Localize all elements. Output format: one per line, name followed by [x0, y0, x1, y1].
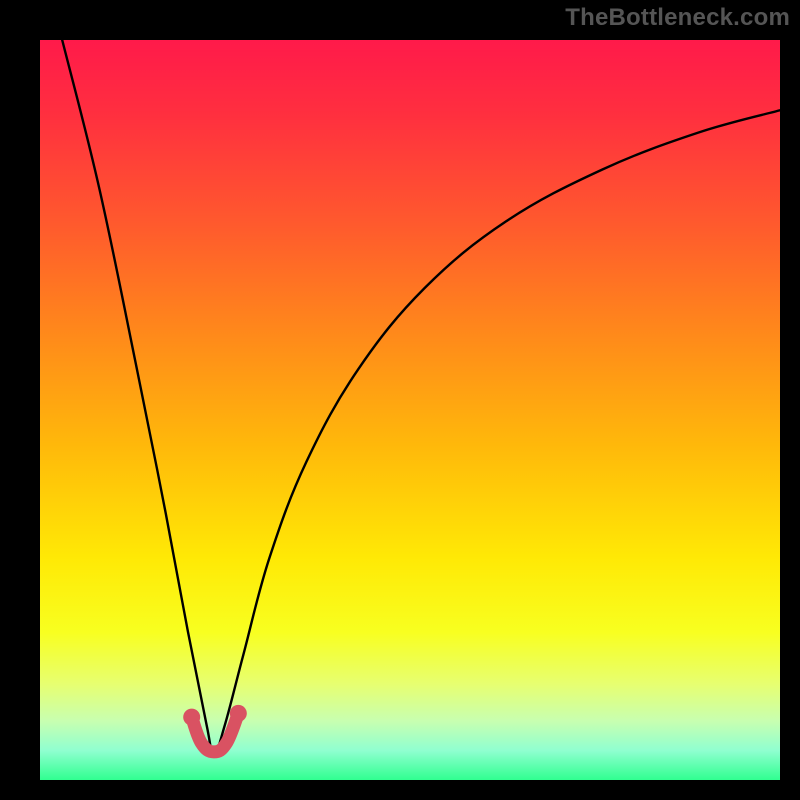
- chart-stage: TheBottleneck.com: [0, 0, 800, 800]
- valley-highlight-dot-1: [230, 705, 247, 722]
- valley-highlight-dot-0: [183, 709, 200, 726]
- bottleneck-chart: [0, 0, 800, 800]
- watermark-text: TheBottleneck.com: [565, 4, 790, 32]
- plot-area: [40, 40, 780, 780]
